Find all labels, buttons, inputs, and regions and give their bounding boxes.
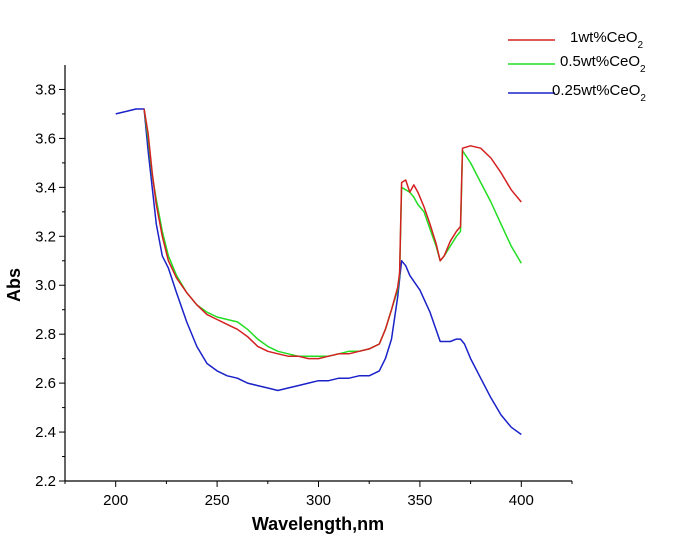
y-tick-label: 3.4 — [35, 179, 56, 196]
legend-label-2: 0.25wt%CeO2 — [552, 82, 646, 104]
y-tick-label: 2.8 — [35, 326, 56, 343]
legend-label-main: 0.5wt%CeO — [560, 53, 640, 70]
series-line-2 — [115, 108, 522, 436]
series-line-0 — [143, 108, 522, 360]
y-axis-title: Abs — [4, 268, 24, 302]
series-lines — [115, 108, 522, 436]
legend-label-main: 1wt%CeO — [570, 29, 638, 46]
y-tick-label: 2.6 — [35, 375, 56, 392]
x-tick-label: 400 — [509, 492, 534, 509]
x-tick-label: 300 — [306, 492, 331, 509]
y-tick-label: 3.8 — [35, 81, 56, 98]
x-tick-label: 200 — [103, 492, 128, 509]
legend-label-subscript: 2 — [640, 64, 646, 75]
x-tick-label: 350 — [407, 492, 432, 509]
y-tick-label: 3.2 — [35, 228, 56, 245]
series-line-1 — [143, 108, 522, 357]
y-tick-label: 2.4 — [35, 424, 56, 441]
legend-label-subscript: 2 — [640, 93, 646, 104]
y-tick-label: 3.0 — [35, 277, 56, 294]
x-axis-title: Wavelength,nm — [252, 514, 384, 534]
legend-label-subscript: 2 — [638, 40, 644, 51]
x-tick-label: 250 — [205, 492, 230, 509]
legend-label-main: 0.25wt%CeO — [552, 82, 640, 99]
y-tick-label: 3.6 — [35, 130, 56, 147]
legend-label-0: 1wt%CeO2 — [570, 29, 644, 51]
y-tick-label: 2.2 — [35, 473, 56, 490]
axes: 2.2 2.4 2.6 2.8 3.0 3.2 3.4 3.6 3.8 200 250 300 350 4… — [35, 65, 573, 509]
legend-label-1: 0.5wt%CeO2 — [560, 53, 646, 75]
